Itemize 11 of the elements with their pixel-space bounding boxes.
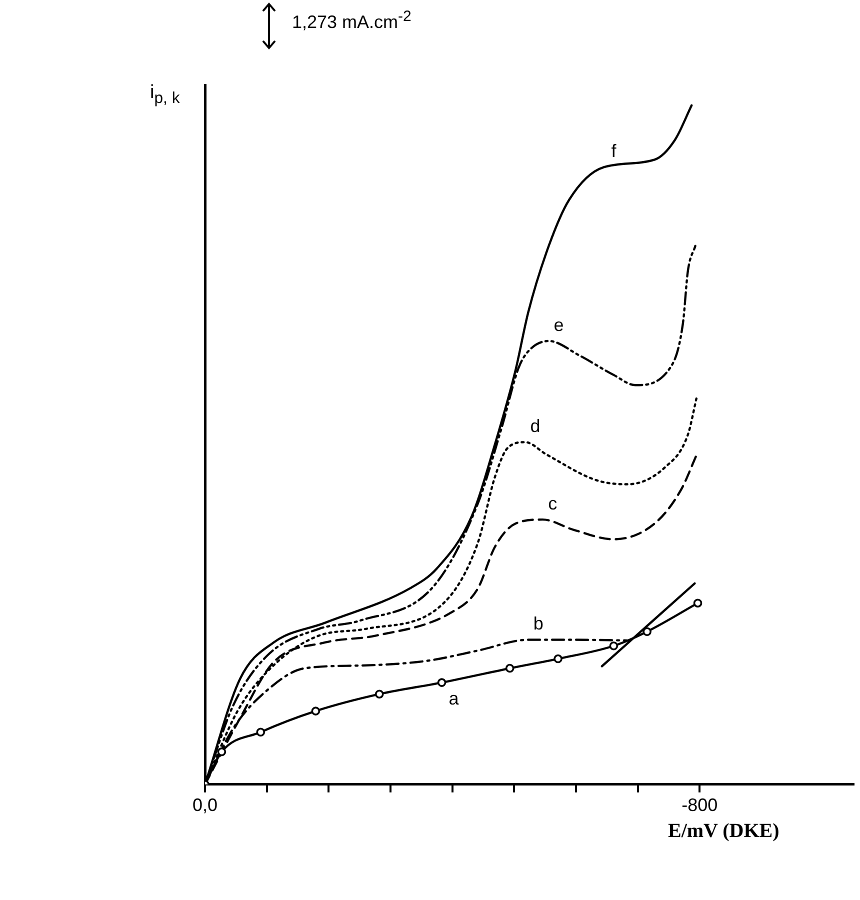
series-label: e: [554, 314, 564, 335]
text: 1,273 mA.cm$^{-2}$: [292, 8, 412, 33]
series-label: a: [448, 688, 460, 709]
series-label: f: [611, 141, 618, 162]
y-axis-title: i$_{p, k}$: [150, 82, 180, 108]
series-label: c: [548, 494, 558, 514]
x-tick-label: 0,0: [192, 795, 218, 816]
x-axis-title: E/mV (DKE): [668, 820, 780, 843]
series-label: b: [533, 614, 544, 634]
x-tick-label: -800: [682, 795, 718, 816]
series-label: d: [530, 416, 540, 436]
